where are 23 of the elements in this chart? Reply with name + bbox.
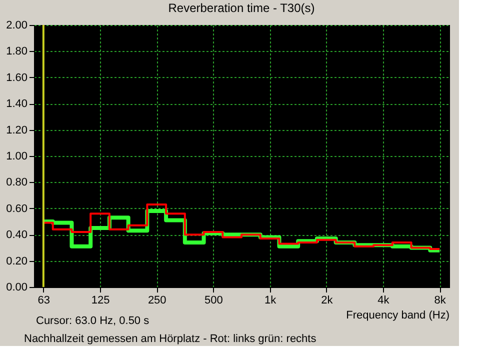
x-tick-label: 125 [91,294,110,306]
x-tick-label: 4k [378,294,390,306]
y-tick-label: 1.40 [6,98,28,110]
y-tick-label: 0.40 [6,229,28,242]
text: Nachhallzeit gemessen am Hörplatz - Rot: links grün: rechts [24,333,317,345]
x-tick-label: 500 [204,294,223,306]
y-tick-label: 0.80 [6,176,28,189]
x-axis-title: Frequency band (Hz) [346,310,450,322]
x-tick-label: 1k [264,294,277,306]
x-tick-label: 250 [148,294,166,306]
y-tick-label: 1.80 [6,46,28,58]
x-tick-label: 63 [38,294,50,306]
y-tick-label: 1.20 [6,124,28,136]
x-tick-label: 8k [434,294,446,306]
y-tick-label: 2.00 [6,20,28,32]
chart-title: Reverberation time - T30(s) [168,1,315,15]
y-tick-label: 0.20 [6,255,28,268]
y-tick-label: 0.00 [6,282,28,294]
y-tick-label: 1.60 [6,72,28,84]
y-tick-label: 0.60 [6,202,28,215]
y-tick-label: 1.00 [6,150,28,162]
text: Cursor: 63.0 Hz, 0.50 s [36,315,150,327]
x-tick-label: 2k [321,294,334,306]
